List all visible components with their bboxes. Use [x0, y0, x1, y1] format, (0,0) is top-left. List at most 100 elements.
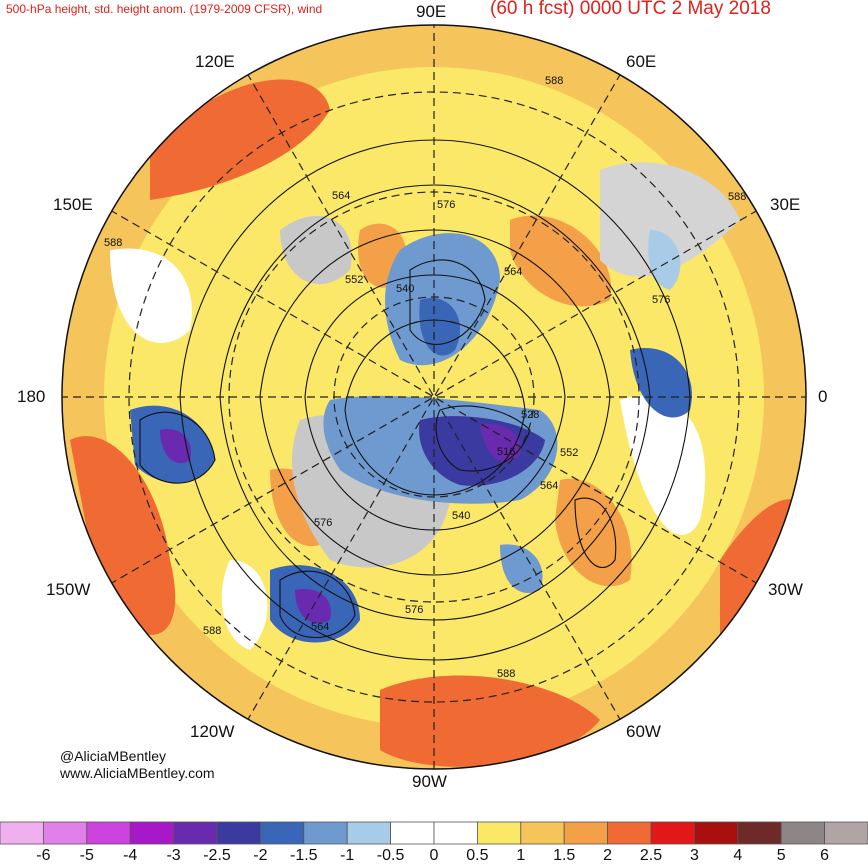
longitude-label-0: 0 [818, 387, 828, 406]
meridian-line [109, 209, 759, 585]
contour-label: 588 [104, 237, 122, 249]
forecast-time: (60 h fcst) 0000 UTC 2 May 2018 [490, 0, 771, 19]
legend-label: -0.5 [376, 847, 405, 864]
longitude-label-150W: 150W [46, 580, 91, 599]
contour-label: 528 [521, 409, 539, 421]
map-border [61, 24, 807, 770]
legend-swatch [129, 821, 174, 845]
contour-label: 564 [504, 266, 522, 278]
legend-label: 6 [820, 847, 830, 864]
legend-swatch [43, 821, 88, 845]
legend-swatch [216, 821, 261, 845]
legend-swatch [173, 821, 218, 845]
legend-swatch [563, 821, 609, 845]
legend-label: -3 [166, 847, 181, 864]
legend-swatch [346, 821, 392, 845]
contour-label: 552 [345, 274, 363, 286]
positive-anomaly-region [70, 436, 176, 635]
contour-label: 588 [203, 625, 221, 637]
legend-swatch [607, 821, 652, 845]
contour-label: 576 [314, 517, 332, 529]
contour-label: 564 [332, 190, 350, 202]
legend-label: 2 [603, 847, 613, 864]
longitude-label-60W: 60W [626, 722, 661, 741]
legend-swatch [737, 821, 782, 845]
contour-label: 540 [396, 283, 414, 295]
contour-label: 588 [545, 75, 563, 87]
legend-label: 5 [776, 847, 786, 864]
height-contour [279, 570, 356, 638]
legend-label: 1.5 [553, 847, 576, 864]
meridian-line [246, 72, 622, 722]
positive-anomaly-region [380, 675, 600, 767]
legend-swatch [303, 821, 348, 845]
longitude-label-120E: 120E [195, 52, 235, 71]
contour-label: 588 [728, 191, 746, 203]
longitude-label-90E: 90E [416, 2, 447, 21]
land-region [280, 215, 352, 285]
positive-anomaly-region [510, 215, 612, 307]
legend-swatch [86, 821, 131, 845]
longitude-label-120W: 120W [190, 722, 235, 741]
legend-swatch [780, 821, 826, 845]
contour-label: 564 [540, 480, 558, 492]
height-contour [435, 405, 531, 472]
longitude-label-30W: 30W [768, 580, 803, 599]
longitude-label-90W: 90W [412, 772, 447, 791]
height-contour [139, 411, 216, 484]
negative-anomaly-region [419, 298, 461, 356]
legend-swatch [824, 821, 868, 845]
meridian-line [109, 209, 759, 585]
legend-label: 0.5 [466, 847, 489, 864]
neutral-anomaly-region [620, 395, 706, 535]
longitude-label-150E: 150E [53, 195, 93, 214]
legend-label: -1 [340, 847, 355, 864]
contour-label: 588 [497, 668, 515, 680]
neutral-anomaly-region [221, 560, 268, 650]
legend-swatch [433, 821, 478, 845]
height-contour [259, 229, 611, 576]
legend-swatch [520, 821, 565, 845]
height-contour [574, 497, 617, 568]
negative-anomaly-region [648, 230, 681, 290]
legend-label: -2 [253, 847, 268, 864]
legend-label: -5 [79, 847, 94, 864]
legend-label: 3 [689, 847, 699, 864]
positive-anomaly-region [555, 478, 632, 587]
height-contour [409, 259, 486, 345]
color-legend [0, 821, 868, 845]
legend-swatch [476, 821, 522, 845]
contour-label: 552 [560, 447, 578, 459]
contour-label: 540 [452, 510, 470, 522]
map-title: 500-hPa height, std. height anom. (1979-… [6, 2, 323, 16]
legend-label: 2.5 [639, 847, 663, 864]
legend-label: -6 [36, 847, 51, 864]
meridian-line [246, 72, 622, 722]
polar-map: 588 564 576 552 540 564 576 588 528 516 … [61, 24, 807, 770]
legend-swatch [650, 821, 695, 845]
neutral-anomaly-region [110, 248, 192, 344]
legend-label: 1 [516, 847, 526, 864]
legend-swatch [0, 821, 44, 845]
positive-anomaly-region [150, 79, 330, 200]
legend-swatch [390, 821, 435, 845]
contour-label: 516 [497, 446, 515, 458]
credit-website: www.AliciaMBentley.com [60, 765, 215, 781]
longitude-label-180: 180 [17, 387, 46, 406]
legend-swatch [694, 821, 739, 845]
legend-label: -4 [123, 847, 138, 864]
longitude-label-60E: 60E [626, 52, 657, 71]
credit-twitter: @AliciaMBentley [60, 748, 167, 764]
contour-label: 564 [311, 621, 329, 633]
contour-label: 576 [437, 199, 455, 211]
negative-anomaly-region [160, 429, 191, 464]
legend-label: 4 [733, 847, 743, 864]
longitude-label-30E: 30E [770, 195, 801, 214]
legend-label: -2.5 [203, 847, 231, 864]
legend-swatch [259, 821, 305, 845]
negative-anomaly-region [500, 544, 543, 593]
contour-label: 576 [652, 294, 670, 306]
contour-label: 576 [405, 604, 423, 616]
legend-label: -1.5 [290, 847, 318, 864]
legend-label: 0 [429, 847, 439, 864]
